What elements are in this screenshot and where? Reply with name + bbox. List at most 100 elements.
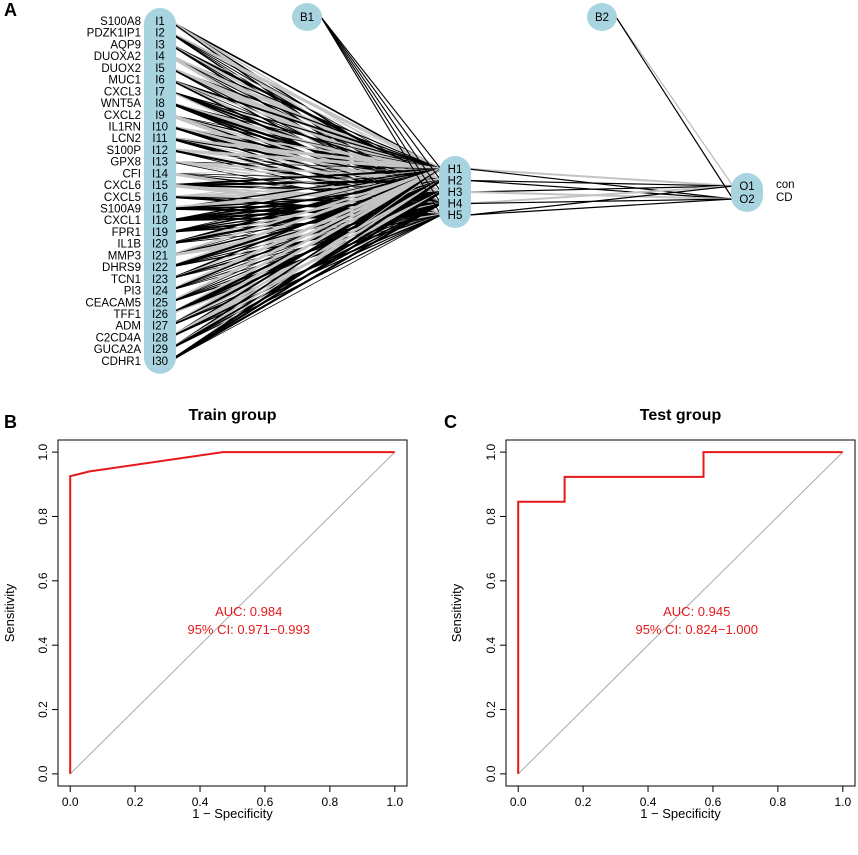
edge-input-hidden [169,114,442,170]
auc-text: AUC: 0.984 [215,604,282,619]
gene-label: CDHR1 [101,356,141,368]
edge-input-hidden [169,168,442,339]
y-axis-label: Sensitivity [2,583,17,642]
input-node-label: I6 [155,75,165,87]
edge-hidden-output [468,179,734,200]
hidden-node-label: H4 [448,199,463,211]
output-class-label: CD [776,192,793,204]
edge-bias-hidden [320,16,442,216]
x-axis-label: 1 − Specificity [640,806,721,821]
edge-input-hidden [169,148,442,171]
input-node-label: I20 [152,239,168,251]
gene-label: LCN2 [112,133,141,145]
gene-label: CXCL5 [104,192,141,204]
edge-bias-hidden [320,16,442,204]
input-node-label: I10 [152,121,168,133]
gene-label: AQP9 [110,39,141,51]
edge-input-hidden [169,168,442,174]
output-node-label: O2 [739,194,754,206]
gene-label: PDZK1IP1 [87,28,141,40]
gene-label: CFI [122,168,141,180]
x-tick-label: 0.8 [770,795,787,809]
edge-input-hidden [169,168,442,198]
y-tick-label: 0.6 [36,572,50,589]
x-tick-label: 0.6 [257,795,274,809]
input-node-label: I25 [152,297,168,309]
edge-input-hidden [169,167,442,316]
input-node-label: I27 [152,321,168,333]
gene-label: WNT5A [101,98,142,110]
gene-label: IL1B [117,239,141,251]
edge-input-hidden [169,78,442,170]
x-tick-label: 1.0 [834,795,851,809]
y-tick-label: 1.0 [36,443,50,460]
y-tick-label: 0.0 [484,765,498,782]
x-tick-label: 0.4 [192,795,209,809]
edge-input-hidden [169,168,442,187]
input-node-label: I11 [152,133,167,145]
edge-input-hidden [169,44,442,170]
ci-text: 95% CI: 0.824−1.000 [635,622,758,637]
diagonal-reference [69,451,396,775]
edge-hidden-output [468,185,734,205]
gene-label: S100A8 [100,16,141,28]
roc-curve [69,451,395,774]
edge-input-hidden [169,136,442,171]
gene-label: CXCL3 [104,86,141,98]
y-tick-label: 0.6 [484,572,498,589]
y-tick-label: 0.2 [36,701,50,718]
hidden-node-label: H2 [448,176,463,188]
gene-label: S100A9 [100,204,141,216]
chart-title: Test group [640,407,722,424]
auc-text: AUC: 0.945 [663,604,730,619]
edge-bias-hidden [320,16,442,193]
edge-input-hidden [169,167,442,257]
x-tick-label: 0.0 [62,795,79,809]
hidden-node-label: H5 [448,210,463,222]
input-node-label: I8 [155,98,165,110]
edge-hidden-output [468,198,734,216]
edge-input-hidden [169,125,442,170]
input-node-label: I7 [155,86,165,98]
input-node-label: I23 [152,274,168,286]
x-tick-label: 0.6 [705,795,722,809]
bias-node-label: B2 [595,12,609,24]
y-tick-label: 0.4 [484,637,498,654]
edge-bias-hidden [320,16,442,170]
hidden-node-column [439,156,471,228]
edge-input-hidden [169,31,442,171]
gene-label: CXCL2 [104,110,141,122]
gene-label: CXCL1 [104,215,141,227]
x-tick-label: 0.0 [510,795,527,809]
output-class-label: con [776,179,795,191]
plot-frame [505,439,856,787]
edge-input-hidden [169,214,442,362]
edge-input-hidden [169,102,442,170]
hidden-node-label: H3 [448,187,463,199]
gene-label: CXCL6 [104,180,141,192]
gene-label: MUC1 [108,75,141,87]
output-node-label: O1 [739,181,754,193]
edge-input-hidden [169,167,442,269]
input-node-label: I17 [152,204,168,216]
panel-a-letter: A [4,0,17,20]
edge-input-hidden [169,191,442,362]
y-tick-label: 0.4 [36,637,50,654]
gene-label: TFF1 [114,309,141,321]
x-tick-label: 1.0 [386,795,403,809]
input-node-label: I28 [152,332,168,344]
y-tick-label: 0.8 [484,508,498,525]
input-node-label: I15 [152,180,168,192]
input-node-label: I5 [155,63,165,75]
gene-label: ADM [115,321,141,333]
network-edges [169,16,734,362]
x-tick-label: 0.8 [322,795,339,809]
test-roc-plot: Test group 0.0 0.2 0.4 0.6 0.8 1.0 0.0 0.2 0.4 0.6… [449,407,856,821]
output-node-column [731,173,763,212]
edge-input-hidden [169,20,442,170]
edge-input-hidden [169,161,442,170]
x-tick-label: 0.4 [640,795,657,809]
input-node-label: I30 [152,356,168,368]
input-node-label: I2 [155,28,165,40]
